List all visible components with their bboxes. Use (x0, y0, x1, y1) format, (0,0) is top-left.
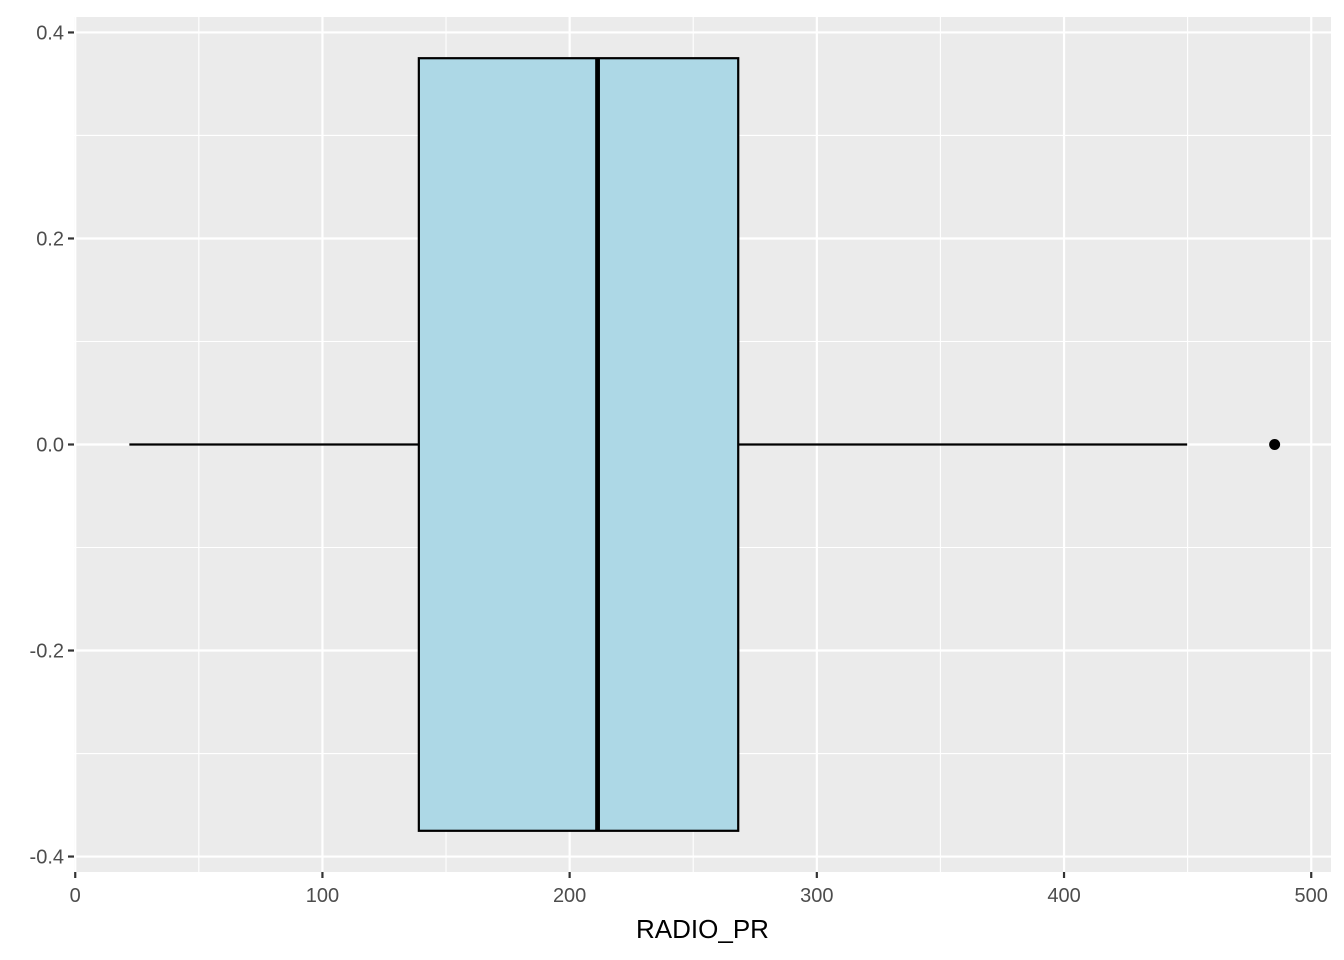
x-tick-label: 200 (553, 885, 586, 907)
y-tick-label: 0.0 (36, 435, 64, 457)
outlier-point (1269, 439, 1281, 450)
axes: 0 100 200 300 400 500 -0.4 -0.2 0.0 0.2 0.4 (30, 22, 1328, 907)
y-tick-label: -0.2 (30, 641, 64, 663)
x-tick-label: 0 (70, 885, 81, 907)
x-tick-label: 100 (306, 885, 339, 907)
y-tick-label: 0.4 (36, 22, 64, 44)
y-tick-label: -0.4 (30, 847, 64, 869)
x-tick-label: 300 (800, 885, 833, 907)
y-tick-label: 0.2 (36, 228, 64, 250)
x-tick-label: 400 (1047, 885, 1080, 907)
x-tick-label: 500 (1295, 885, 1328, 907)
iqr-box (417, 57, 740, 832)
box-marks (129, 57, 1281, 832)
x-axis-title: RADIO_PR (636, 914, 769, 944)
